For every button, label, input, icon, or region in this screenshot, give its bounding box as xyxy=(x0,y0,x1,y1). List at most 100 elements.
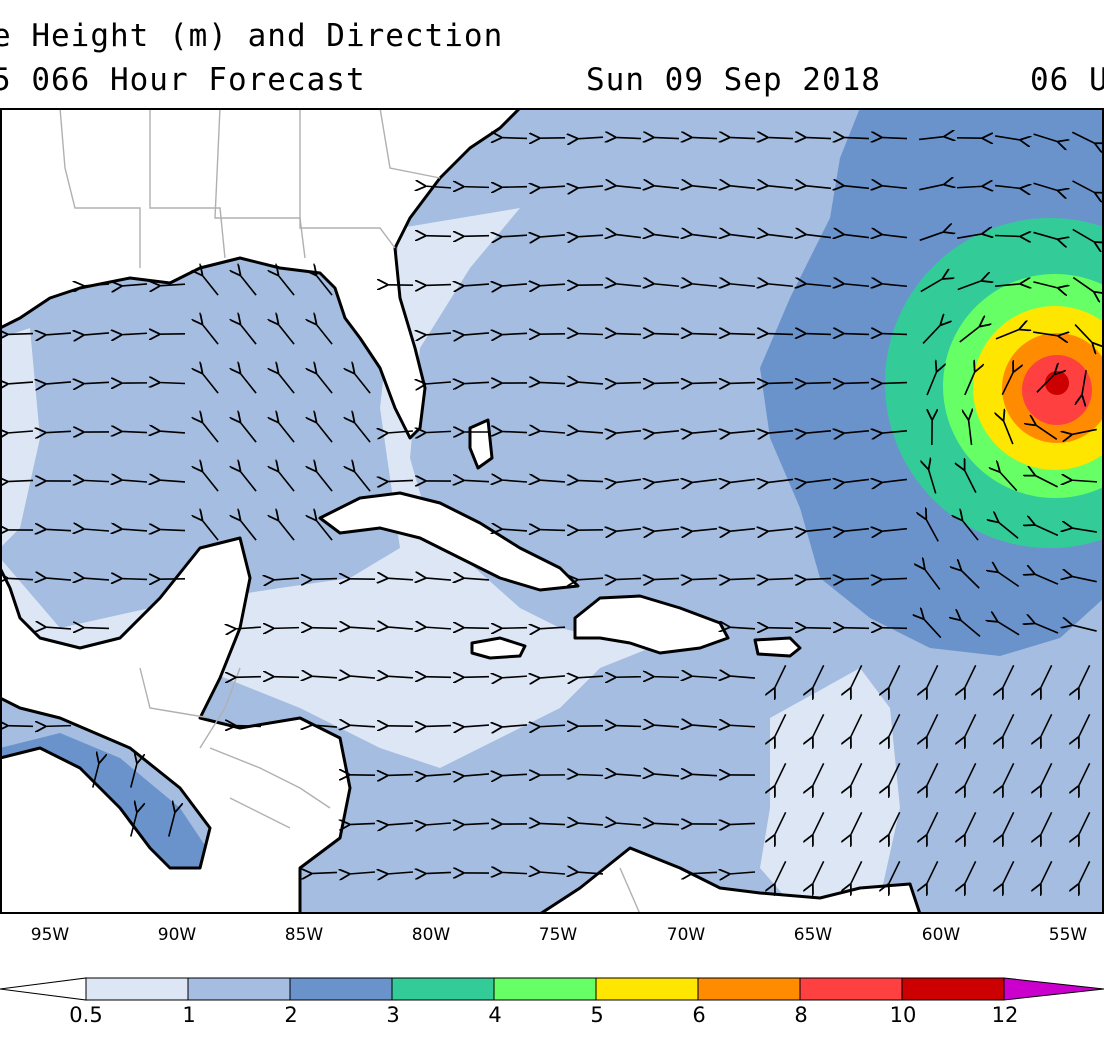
wave-direction-arrow xyxy=(881,334,908,335)
wave-direction-arrow xyxy=(7,726,34,727)
wave-direction-arrow xyxy=(926,371,937,396)
colorbar-cell xyxy=(595,977,699,1001)
wave-direction-arrow xyxy=(615,479,642,482)
wave-direction-arrow xyxy=(1040,811,1053,835)
colorbar-cell xyxy=(799,977,903,1001)
wave-direction-arrow xyxy=(805,479,832,482)
wave-direction-arrow xyxy=(501,872,528,873)
wave-direction-arrow xyxy=(843,628,870,629)
wave-direction-arrow xyxy=(926,811,939,835)
wave-direction-arrow xyxy=(805,578,832,579)
wave-direction-arrow xyxy=(202,422,219,443)
wave-direction-arrow xyxy=(881,479,908,482)
wave-direction-arrow xyxy=(425,578,452,580)
wave-direction-arrow xyxy=(729,676,756,678)
wave-direction-arrow xyxy=(7,334,34,335)
wave-direction-arrow xyxy=(235,677,262,678)
wave-direction-arrow xyxy=(729,383,756,384)
wave-direction-arrow xyxy=(1071,428,1097,434)
wave-direction-arrow xyxy=(729,284,756,286)
wave-direction-arrow xyxy=(881,383,908,384)
wave-direction-arrow xyxy=(812,713,825,737)
wave-direction-arrow xyxy=(45,627,72,629)
wave-height-colorbar xyxy=(0,977,1104,1001)
wave-direction-arrow xyxy=(964,860,977,884)
wave-direction-arrow xyxy=(1040,664,1053,688)
wave-direction-arrow xyxy=(311,872,338,873)
colorbar-label: 2 xyxy=(284,1003,298,1027)
wave-direction-arrow xyxy=(539,480,566,482)
wave-direction-arrow xyxy=(83,628,110,629)
wave-direction-arrow xyxy=(729,431,756,433)
wave-direction-arrow xyxy=(316,373,333,394)
wave-direction-arrow xyxy=(1071,131,1095,143)
colorbar-label: 12 xyxy=(991,1003,1019,1027)
wave-direction-arrow xyxy=(888,664,901,688)
wave-direction-arrow xyxy=(924,569,941,590)
wave-direction-arrow xyxy=(774,713,787,737)
wave-direction-arrow xyxy=(273,578,300,580)
wave-direction-arrow xyxy=(653,823,680,824)
wave-direction-arrow xyxy=(1002,762,1015,786)
wave-direction-arrow xyxy=(923,618,942,639)
colorbar-cell xyxy=(901,977,1005,1001)
wave-direction-arrow xyxy=(577,872,604,874)
wave-direction-arrow xyxy=(968,419,971,446)
wave-direction-arrow xyxy=(7,578,34,579)
wave-direction-arrow xyxy=(959,326,980,343)
wave-direction-arrow xyxy=(691,479,718,482)
wave-direction-arrow xyxy=(539,676,566,678)
wave-direction-arrow xyxy=(577,235,604,237)
wave-direction-arrow xyxy=(691,774,718,775)
land-south-america xyxy=(538,846,922,914)
wave-direction-arrow xyxy=(964,713,977,737)
wave-direction-arrow xyxy=(653,334,680,335)
wave-direction-arrow xyxy=(615,137,642,138)
wave-direction-arrow xyxy=(888,762,901,786)
wave-direction-arrow xyxy=(45,529,72,530)
wave-direction-arrow xyxy=(653,137,680,138)
wave-direction-arrow xyxy=(691,872,718,873)
wave-direction-arrow xyxy=(349,872,376,874)
wave-direction-arrow xyxy=(501,138,528,139)
wave-direction-arrow xyxy=(425,774,452,776)
wave-direction-arrow xyxy=(774,664,787,688)
wave-direction-arrow xyxy=(926,713,939,737)
colorbar-label: 1 xyxy=(182,1003,196,1027)
wave-direction-arrow xyxy=(1071,528,1097,533)
wave-direction-arrow xyxy=(691,529,718,532)
wave-direction-arrow xyxy=(316,520,333,541)
wave-direction-arrow xyxy=(881,578,908,579)
land xyxy=(0,108,922,914)
wave-direction-arrow xyxy=(918,137,945,140)
chart-title-line1: e Height (m) and Direction xyxy=(0,18,504,54)
wave-direction-arrow xyxy=(805,234,832,237)
wave-direction-arrow xyxy=(1072,228,1095,242)
wave-direction-arrow xyxy=(349,823,376,824)
wave-direction-arrow xyxy=(881,186,908,189)
wave-direction-arrow xyxy=(926,519,939,542)
wave-direction-arrow xyxy=(1033,133,1059,142)
wave-direction-arrow xyxy=(1033,182,1059,191)
wave-direction-arrow xyxy=(653,479,680,482)
wave-direction-arrow xyxy=(850,860,863,884)
wave-direction-arrow xyxy=(1078,713,1091,737)
wave-direction-arrow xyxy=(1033,231,1058,239)
wave-direction-arrow xyxy=(919,232,945,242)
wave-direction-arrow xyxy=(354,373,371,394)
wave-direction-arrow xyxy=(121,333,148,335)
wave-direction-arrow xyxy=(729,725,756,726)
wave-direction-arrow xyxy=(501,187,528,188)
wave-direction-arrow xyxy=(888,713,901,737)
wave-direction-arrow xyxy=(964,762,977,786)
wave-direction-arrow xyxy=(501,529,528,531)
wave-direction-arrow xyxy=(1072,276,1094,293)
wave-direction-arrow xyxy=(653,725,680,727)
wave-direction-arrow xyxy=(240,373,257,394)
wave-direction-arrow xyxy=(240,422,257,443)
wave-direction-arrow xyxy=(956,186,983,188)
colorbar-label: 6 xyxy=(692,1003,706,1027)
wave-direction-arrow xyxy=(767,383,794,384)
wave-direction-arrow xyxy=(1002,713,1015,737)
wave-direction-arrow xyxy=(691,725,718,727)
